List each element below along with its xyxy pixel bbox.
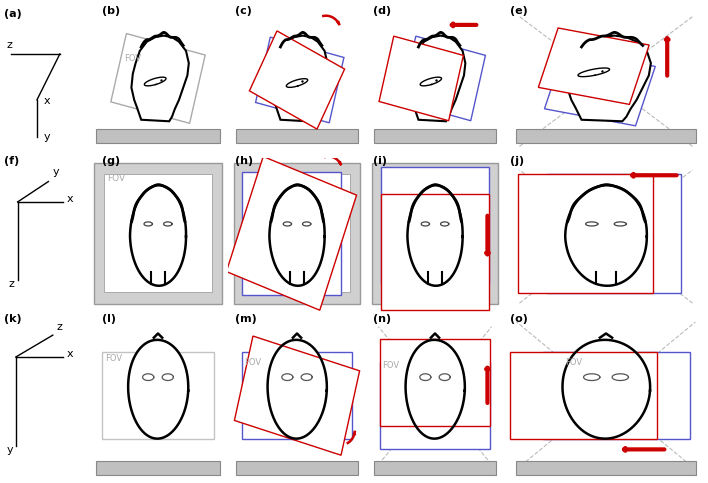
Text: y: y [7,445,13,455]
Text: (o): (o) [510,314,528,324]
Text: z: z [8,279,15,289]
Text: x: x [44,97,51,106]
Polygon shape [96,129,219,142]
Polygon shape [286,79,308,87]
Polygon shape [244,174,350,292]
Text: (h): (h) [235,156,253,166]
Polygon shape [510,352,657,440]
Polygon shape [375,129,496,142]
Polygon shape [565,185,647,286]
Polygon shape [381,194,489,310]
Polygon shape [578,68,610,77]
Polygon shape [382,174,488,292]
Polygon shape [401,36,486,121]
Polygon shape [381,168,489,284]
Polygon shape [544,49,656,126]
Polygon shape [268,340,327,439]
Polygon shape [128,340,188,439]
Polygon shape [379,36,463,121]
Polygon shape [234,336,360,455]
Text: (m): (m) [235,314,256,324]
Polygon shape [270,185,325,286]
Text: FOV: FOV [565,357,582,367]
Polygon shape [234,163,360,304]
Polygon shape [102,352,214,440]
Polygon shape [130,185,186,286]
Text: (c): (c) [235,6,252,16]
Text: FOV: FOV [105,354,122,363]
Text: (e): (e) [510,6,528,16]
Polygon shape [547,174,682,293]
Text: x: x [67,349,74,359]
Text: (l): (l) [102,314,116,324]
Polygon shape [227,156,357,310]
Polygon shape [256,37,344,123]
Text: (f): (f) [4,156,20,166]
Text: x: x [67,194,74,204]
Polygon shape [104,174,212,292]
Polygon shape [236,461,358,475]
Polygon shape [242,352,352,440]
Polygon shape [406,340,465,439]
Text: (d): (d) [373,6,391,16]
Text: (a): (a) [4,9,22,19]
Text: z: z [6,40,12,50]
Polygon shape [562,340,650,439]
Polygon shape [379,339,490,426]
Text: (i): (i) [373,156,387,166]
Polygon shape [420,77,442,86]
Polygon shape [372,163,498,304]
Text: FOV: FOV [125,54,142,63]
Polygon shape [567,36,651,121]
Polygon shape [96,461,219,475]
Text: y: y [53,167,59,177]
Polygon shape [379,362,490,449]
Text: (k): (k) [4,314,22,324]
Polygon shape [236,129,358,142]
Text: FOV: FOV [244,357,262,367]
Polygon shape [375,461,496,475]
Text: z: z [57,322,62,332]
Polygon shape [538,28,649,104]
Polygon shape [516,461,696,475]
Text: FOV: FOV [382,361,400,370]
Polygon shape [132,36,189,121]
Polygon shape [409,36,465,121]
Polygon shape [249,31,345,129]
Polygon shape [93,163,222,304]
Polygon shape [242,172,341,295]
Polygon shape [270,36,327,121]
Text: (n): (n) [373,314,391,324]
Polygon shape [111,33,205,123]
Text: (g): (g) [102,156,120,166]
Polygon shape [144,77,166,86]
Text: y: y [44,132,51,142]
Polygon shape [407,185,462,286]
Text: (b): (b) [102,6,120,16]
Polygon shape [543,352,690,440]
Polygon shape [518,174,653,293]
Text: (j): (j) [510,156,524,166]
Text: FOV: FOV [108,174,126,183]
Polygon shape [516,129,696,142]
